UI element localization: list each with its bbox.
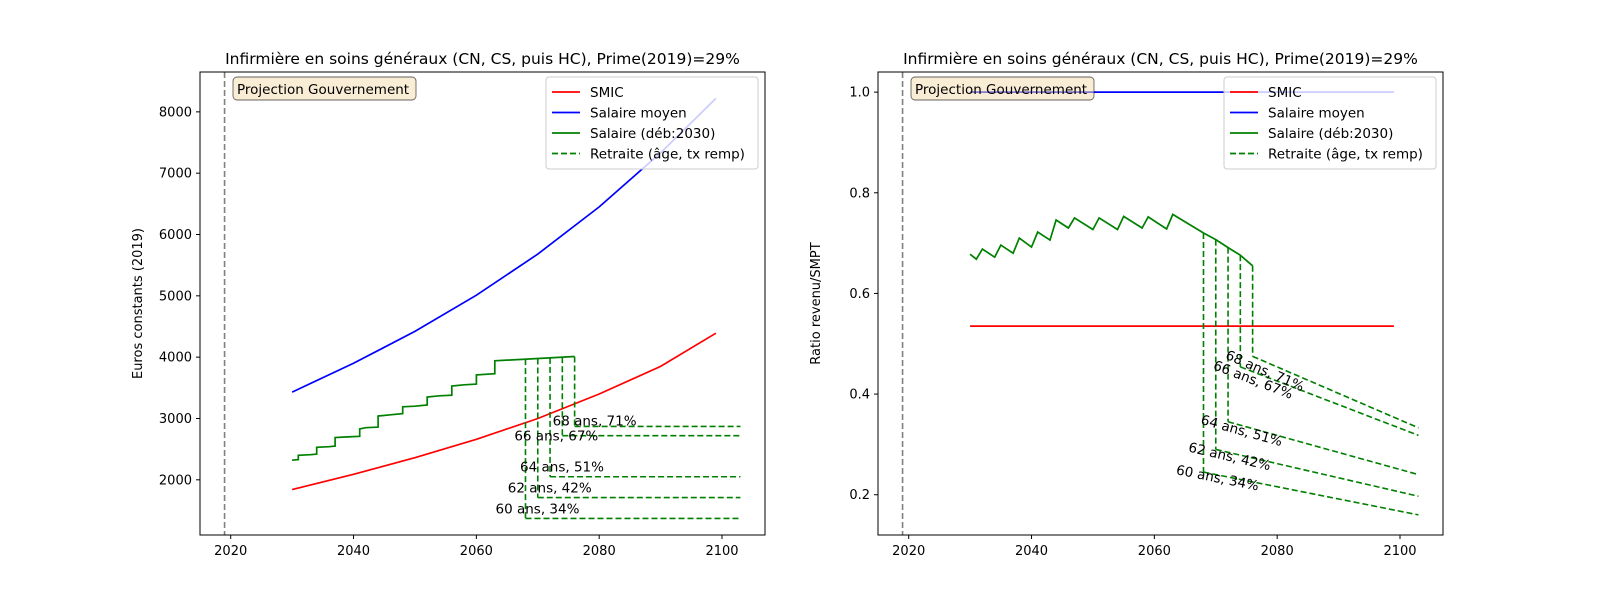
axes-frame — [877, 71, 1444, 536]
projection-annotation: Projection Gouvernement — [232, 76, 417, 101]
y-tick-label: 0.8 — [849, 186, 870, 201]
y-tick-label: 6000 — [159, 228, 192, 243]
legend-item: Salaire (déb:2030) — [1268, 126, 1393, 142]
series-line-salaire — [292, 355, 575, 462]
legend-item: Salaire moyen — [1268, 106, 1365, 122]
y-tick-label: 3000 — [159, 412, 192, 427]
y-tick-label: 8000 — [159, 105, 192, 120]
retirement-line — [1252, 355, 1419, 429]
legend-item: SMIC — [590, 85, 624, 101]
legend-item: SMIC — [1268, 85, 1302, 101]
y-tick-label: 0.6 — [849, 287, 870, 302]
retirement-label: 68 ans, 71% — [553, 413, 637, 429]
y-tick-label: 5000 — [159, 289, 192, 304]
chart-title: Infirmière en soins généraux (CN, CS, pu… — [903, 50, 1418, 68]
projection-annotation: Projection Gouvernement — [910, 76, 1095, 101]
axes-frame — [199, 71, 766, 536]
retirement-line — [1203, 471, 1419, 516]
retirement-line — [1227, 420, 1419, 476]
legend-item: Retraite (âge, tx remp) — [1268, 147, 1423, 163]
y-tick-label: 0.2 — [849, 488, 870, 503]
retirement-label: 62 ans, 42% — [508, 481, 592, 497]
x-tick-label: 2060 — [460, 544, 493, 559]
chart-1: Infirmière en soins généraux (CN, CS, pu… — [131, 50, 766, 559]
x-tick-label: 2080 — [583, 544, 616, 559]
legend-item: Salaire (déb:2030) — [590, 126, 715, 142]
x-tick-label: 2060 — [1138, 544, 1171, 559]
legend-item: Salaire moyen — [590, 106, 687, 122]
annotation-text: Projection Gouvernement — [237, 82, 409, 98]
plot-area: 60 ans, 34% 62 ans, 42% 64 ans, 51% 66 ans,… — [223, 72, 741, 535]
y-tick-label: 0.4 — [849, 388, 870, 403]
legend: SMIC Salaire moyen Salaire (déb:2030) Retra… — [545, 76, 759, 170]
x-tick-label: 2040 — [337, 544, 370, 559]
retirement-label: 60 ans, 34% — [495, 501, 579, 517]
retirement-label: 66 ans, 67% — [514, 429, 598, 445]
x-tick-label: 2020 — [214, 544, 247, 559]
y-tick-label: 7000 — [159, 167, 192, 182]
y-axis-label: Euros constants (2019) — [131, 228, 146, 379]
x-tick-label: 2040 — [1015, 544, 1048, 559]
x-tick-label: 2080 — [1261, 544, 1294, 559]
y-axis-label: Ratio revenu/SMPT — [809, 242, 824, 364]
retirement-line — [1215, 448, 1419, 498]
chart-title: Infirmière en soins généraux (CN, CS, pu… — [225, 50, 740, 68]
x-tick-label: 2020 — [892, 544, 925, 559]
series-line-salaire — [969, 213, 1254, 267]
legend: SMIC Salaire moyen Salaire (déb:2030) Retra… — [1223, 76, 1437, 170]
legend-item: Retraite (âge, tx remp) — [590, 147, 745, 163]
x-tick-label: 2100 — [1383, 544, 1416, 559]
retirement-line — [1240, 366, 1419, 437]
x-tick-label: 2100 — [705, 544, 738, 559]
y-tick-label: 2000 — [159, 473, 192, 488]
chart-2: Infirmière en soins généraux (CN, CS, pu… — [809, 50, 1444, 559]
y-tick-label: 1.0 — [849, 86, 870, 101]
retirement-label: 64 ans, 51% — [520, 460, 604, 476]
annotation-text: Projection Gouvernement — [915, 82, 1087, 98]
series-line-smic — [291, 332, 717, 491]
y-tick-label: 4000 — [159, 351, 192, 366]
